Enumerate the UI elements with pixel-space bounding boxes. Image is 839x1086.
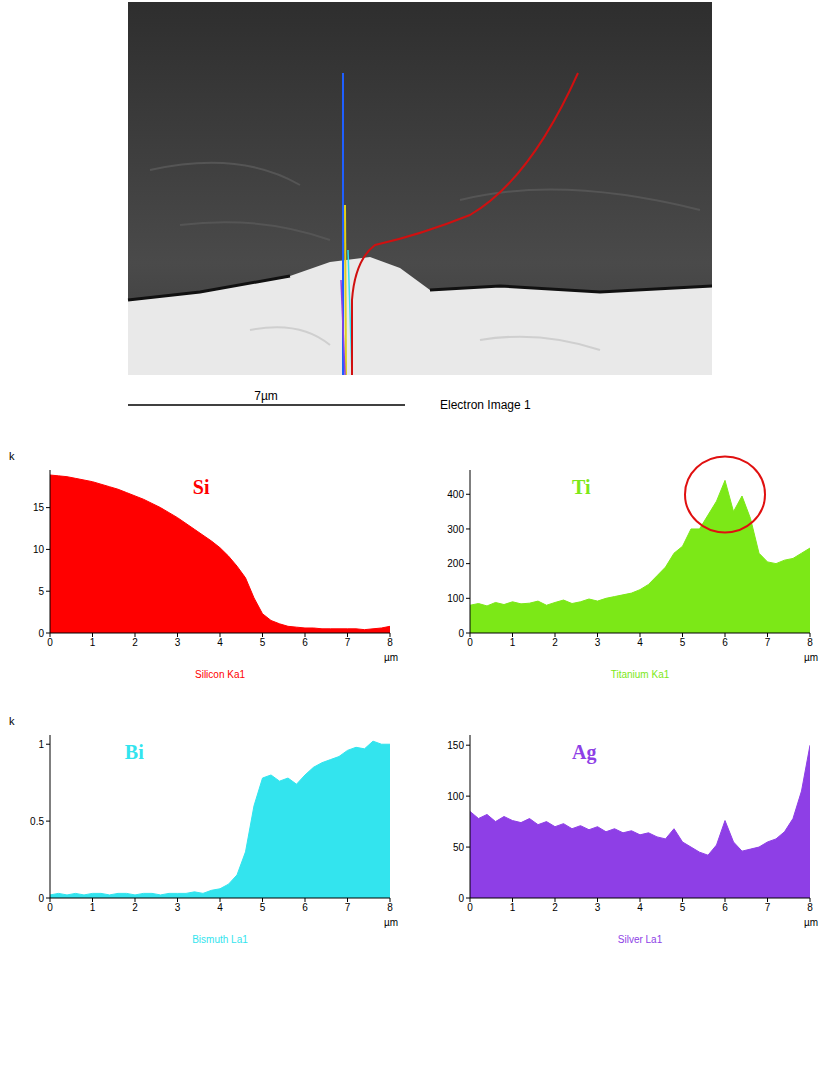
svg-text:1: 1 <box>90 637 96 648</box>
svg-text:3: 3 <box>595 902 601 913</box>
svg-text:15: 15 <box>33 502 45 513</box>
svg-text:6: 6 <box>722 902 728 913</box>
html-text:Silver La1: Silver La1 <box>617 934 663 945</box>
svg-text:100: 100 <box>447 593 464 604</box>
svg-text:6: 6 <box>302 637 308 648</box>
svg-text:300: 300 <box>447 524 464 535</box>
html-text:µm: µm <box>804 917 819 928</box>
svg-text:7: 7 <box>345 902 351 913</box>
html-text:k: k <box>9 450 15 462</box>
svg-text:0: 0 <box>458 628 464 639</box>
svg-text:0: 0 <box>47 637 53 648</box>
svg-text:2: 2 <box>132 902 138 913</box>
html-text:Bi: Bi <box>124 741 144 763</box>
svg-text:6: 6 <box>302 902 308 913</box>
svg-text:3: 3 <box>175 637 181 648</box>
html-text:µm: µm <box>384 652 399 663</box>
svg-text:0: 0 <box>38 893 44 904</box>
svg-text:0: 0 <box>467 637 473 648</box>
svg-text:0: 0 <box>467 902 473 913</box>
svg-text:100: 100 <box>447 791 464 802</box>
html-text:Si: Si <box>192 476 210 498</box>
html-text:k: k <box>9 715 15 727</box>
svg-text:0: 0 <box>38 628 44 639</box>
svg-text:50: 50 <box>453 842 465 853</box>
svg-text:3: 3 <box>595 637 601 648</box>
svg-text:8: 8 <box>807 902 813 913</box>
html-text:Titanium Ka1: Titanium Ka1 <box>610 669 670 680</box>
html-text:Ti: Ti <box>572 476 591 498</box>
svg-text:0: 0 <box>47 902 53 913</box>
svg-text:7: 7 <box>765 902 771 913</box>
svg-text:8: 8 <box>387 902 393 913</box>
html-text:Ag: Ag <box>572 741 597 763</box>
svg-text:1: 1 <box>38 739 44 750</box>
svg-text:0: 0 <box>458 893 464 904</box>
html-text:Bismuth La1: Bismuth La1 <box>192 934 248 945</box>
svg-text:4: 4 <box>637 637 643 648</box>
svg-text:0.5: 0.5 <box>30 816 44 827</box>
svg-text:4: 4 <box>637 902 643 913</box>
svg-text:2: 2 <box>132 637 138 648</box>
svg-text:1: 1 <box>510 902 516 913</box>
svg-text:5: 5 <box>260 637 266 648</box>
svg-text:400: 400 <box>447 489 464 500</box>
svg-text:4: 4 <box>217 902 223 913</box>
svg-text:5: 5 <box>680 637 686 648</box>
svg-text:10: 10 <box>33 544 45 555</box>
html-text:Silicon Ka1: Silicon Ka1 <box>195 669 245 680</box>
svg-text:3: 3 <box>175 902 181 913</box>
svg-text:150: 150 <box>447 740 464 751</box>
svg-text:8: 8 <box>807 637 813 648</box>
html-text:µm: µm <box>804 652 819 663</box>
svg-text:5: 5 <box>38 586 44 597</box>
svg-text:1: 1 <box>510 637 516 648</box>
svg-text:5: 5 <box>680 902 686 913</box>
svg-text:5: 5 <box>260 902 266 913</box>
svg-text:Electron Image 1: Electron Image 1 <box>440 398 531 412</box>
svg-text:2: 2 <box>552 902 558 913</box>
svg-text:6: 6 <box>722 637 728 648</box>
svg-text:4: 4 <box>217 637 223 648</box>
svg-text:7µm: 7µm <box>254 389 278 403</box>
svg-text:8: 8 <box>387 637 393 648</box>
svg-text:7: 7 <box>345 637 351 648</box>
svg-text:1: 1 <box>90 902 96 913</box>
svg-text:200: 200 <box>447 558 464 569</box>
svg-text:2: 2 <box>552 637 558 648</box>
html-text:µm: µm <box>384 917 399 928</box>
svg-text:7: 7 <box>765 637 771 648</box>
